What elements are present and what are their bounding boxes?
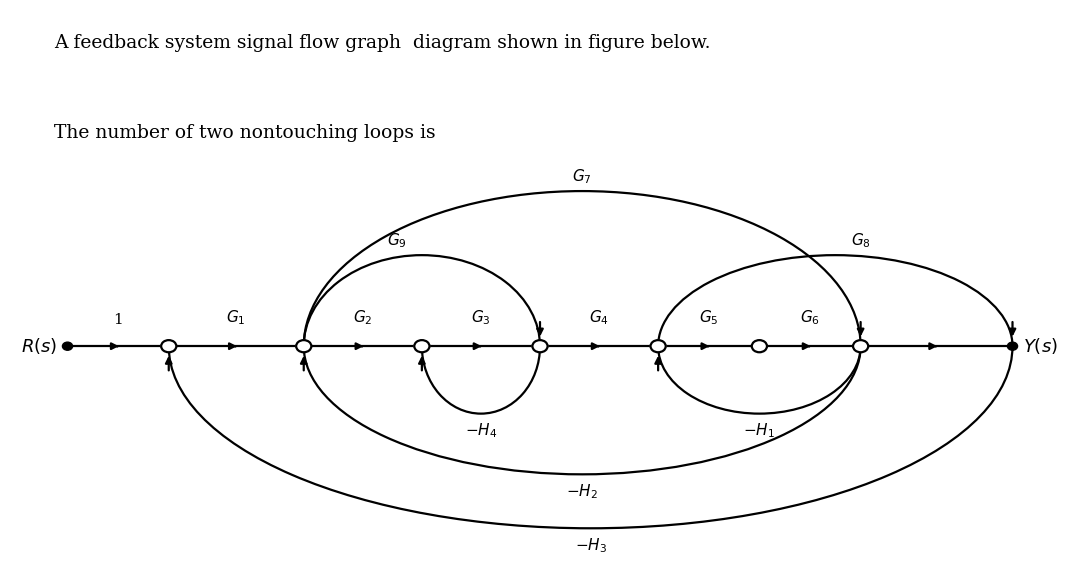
Text: $-H_3$: $-H_3$ <box>575 536 607 555</box>
Circle shape <box>853 340 868 352</box>
Circle shape <box>650 340 665 352</box>
Text: $G_8$: $G_8$ <box>851 231 870 250</box>
Text: $G_7$: $G_7$ <box>572 167 592 185</box>
Text: $G_4$: $G_4$ <box>589 309 609 327</box>
Text: $G_1$: $G_1$ <box>227 309 246 327</box>
Text: $-H_1$: $-H_1$ <box>743 422 775 441</box>
Text: $Y(s)$: $Y(s)$ <box>1023 336 1057 356</box>
Text: The number of two nontouching loops is: The number of two nontouching loops is <box>54 124 435 142</box>
Circle shape <box>1008 342 1017 350</box>
Circle shape <box>532 340 548 352</box>
Circle shape <box>63 342 72 350</box>
Text: $G_9$: $G_9$ <box>387 231 406 250</box>
Circle shape <box>752 340 767 352</box>
Text: A feedback system signal flow graph  diagram shown in figure below.: A feedback system signal flow graph diag… <box>54 34 711 52</box>
Text: $G_2$: $G_2$ <box>353 309 373 327</box>
Circle shape <box>161 340 176 352</box>
Text: $-H_4$: $-H_4$ <box>464 422 497 441</box>
Text: $G_6$: $G_6$ <box>800 309 820 327</box>
Circle shape <box>296 340 311 352</box>
Text: $-H_2$: $-H_2$ <box>566 482 598 501</box>
Text: $G_3$: $G_3$ <box>471 309 490 327</box>
Text: $G_5$: $G_5$ <box>699 309 718 327</box>
Text: 1: 1 <box>113 313 123 327</box>
Circle shape <box>415 340 430 352</box>
Text: $R(s)$: $R(s)$ <box>21 336 57 356</box>
